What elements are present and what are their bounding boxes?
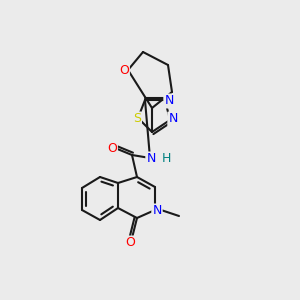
Text: O: O (119, 64, 129, 77)
Text: O: O (125, 236, 135, 250)
Text: N: N (168, 112, 178, 125)
Text: N: N (152, 205, 162, 218)
Text: N: N (164, 94, 174, 107)
Text: N: N (146, 152, 156, 166)
Text: H: H (161, 152, 171, 166)
Text: S: S (133, 112, 141, 125)
Text: O: O (107, 142, 117, 155)
